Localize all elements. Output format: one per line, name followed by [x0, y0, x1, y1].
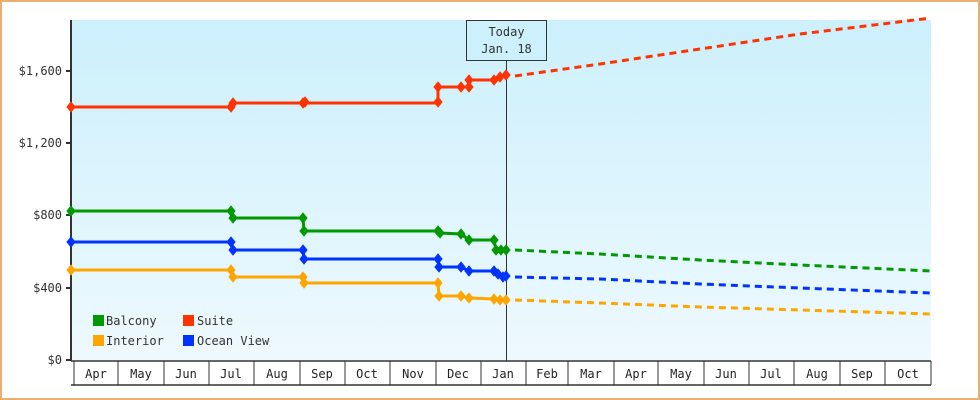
- y-tick-label: $800: [33, 208, 62, 222]
- month-label: Jul: [220, 367, 242, 381]
- month-label: Feb: [536, 367, 558, 381]
- ocean-view-swatch: [183, 335, 194, 346]
- month-label: Jun: [175, 367, 197, 381]
- legend-item-suite[interactable]: Suite: [183, 314, 233, 328]
- legend: Balcony Suite Interior Ocean View: [93, 314, 270, 348]
- legend-label: Ocean View: [197, 334, 270, 348]
- month-label: Nov: [402, 367, 424, 381]
- y-tick-label: $400: [33, 281, 62, 295]
- y-ticks: $1,600 $1,200 $800 $400 $0: [19, 64, 71, 367]
- month-label: May: [670, 367, 692, 381]
- suite-forecast-line: [514, 16, 932, 78]
- legend-item-balcony[interactable]: Balcony: [93, 314, 157, 328]
- month-label: Oct: [897, 367, 919, 381]
- today-marker: Today Jan. 18: [466, 20, 547, 61]
- forecast-lines: [514, 16, 932, 316]
- ocean-view-series: [66, 236, 511, 283]
- x-axis-months: Apr May Jun Jul Aug Sep Oct Nov Dec Jan …: [71, 360, 932, 386]
- plot-area: [71, 20, 931, 360]
- balcony-series: [66, 205, 511, 256]
- month-label: Aug: [806, 367, 828, 381]
- legend-item-interior[interactable]: Interior: [93, 334, 164, 348]
- suite-swatch: [183, 315, 194, 326]
- today-box: [466, 20, 547, 61]
- interior-series: [66, 264, 511, 306]
- balcony-swatch: [93, 315, 104, 326]
- y-tick-label: $1,200: [19, 136, 62, 150]
- month-label: Sep: [311, 367, 333, 381]
- legend-label: Interior: [106, 334, 164, 348]
- suite-series: [66, 69, 511, 113]
- month-label: Apr: [85, 367, 107, 381]
- month-label: Jun: [715, 367, 737, 381]
- balcony-forecast-line: [514, 248, 932, 273]
- month-label: Mar: [580, 367, 602, 381]
- legend-item-ocean-view[interactable]: Ocean View: [183, 334, 270, 348]
- today-date: Jan. 18: [481, 42, 532, 56]
- month-label: May: [130, 367, 152, 381]
- legend-label: Balcony: [106, 314, 157, 328]
- month-label: Oct: [356, 367, 378, 381]
- month-label: Sep: [851, 367, 873, 381]
- month-label: Apr: [625, 367, 647, 381]
- today-label: Today: [488, 25, 524, 39]
- y-tick-label: $0: [48, 353, 62, 367]
- month-label: Jan: [492, 367, 514, 381]
- month-label: Jul: [760, 367, 782, 381]
- interior-swatch: [93, 335, 104, 346]
- y-tick-label: $1,600: [19, 64, 62, 78]
- ocean-view-forecast-line: [514, 275, 932, 295]
- month-label: Dec: [447, 367, 469, 381]
- interior-forecast-line: [514, 298, 932, 316]
- legend-label: Suite: [197, 314, 233, 328]
- month-label: Aug: [266, 367, 288, 381]
